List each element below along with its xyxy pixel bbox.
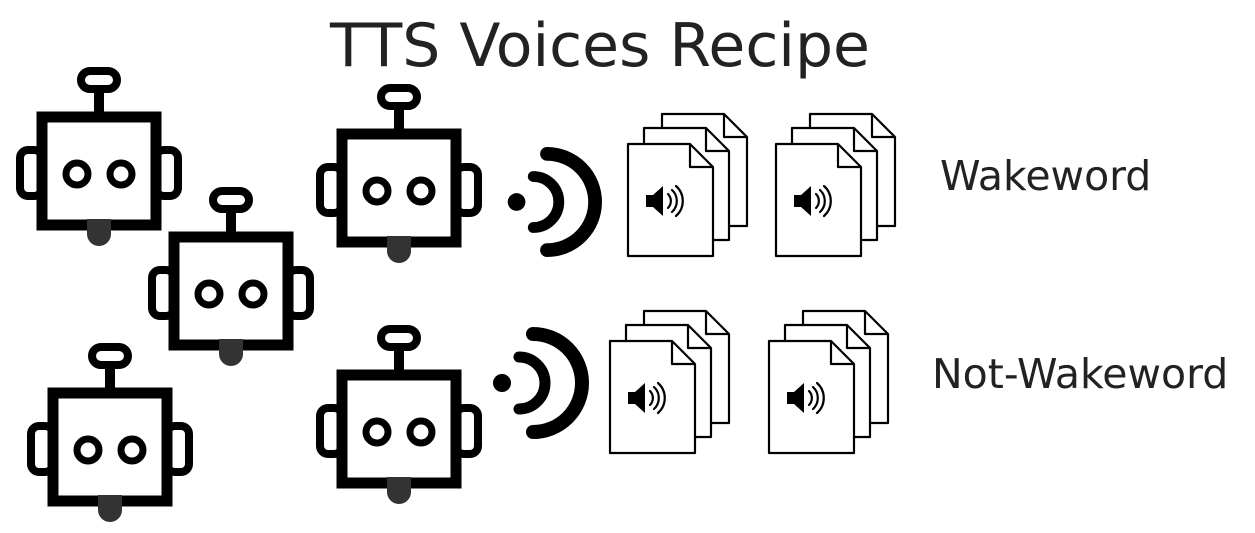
audio-file-stack-icon xyxy=(626,112,749,258)
robot-icon xyxy=(148,187,314,366)
diagram-title: TTS Voices Recipe xyxy=(330,11,870,81)
audio-file-stack-icon xyxy=(774,112,897,258)
row-label-not-wakeword: Not-Wakeword xyxy=(932,350,1229,398)
sound-wave-icon xyxy=(493,327,589,439)
audio-file-stack-icon xyxy=(608,309,731,455)
audio-file-stack-icon xyxy=(767,309,890,455)
robot-icon xyxy=(316,84,482,263)
row-label-wakeword: Wakeword xyxy=(940,152,1152,200)
robot-icon xyxy=(316,325,482,504)
robot-icon xyxy=(16,67,182,246)
robot-icon xyxy=(27,343,193,522)
sound-wave-icon xyxy=(507,147,602,257)
